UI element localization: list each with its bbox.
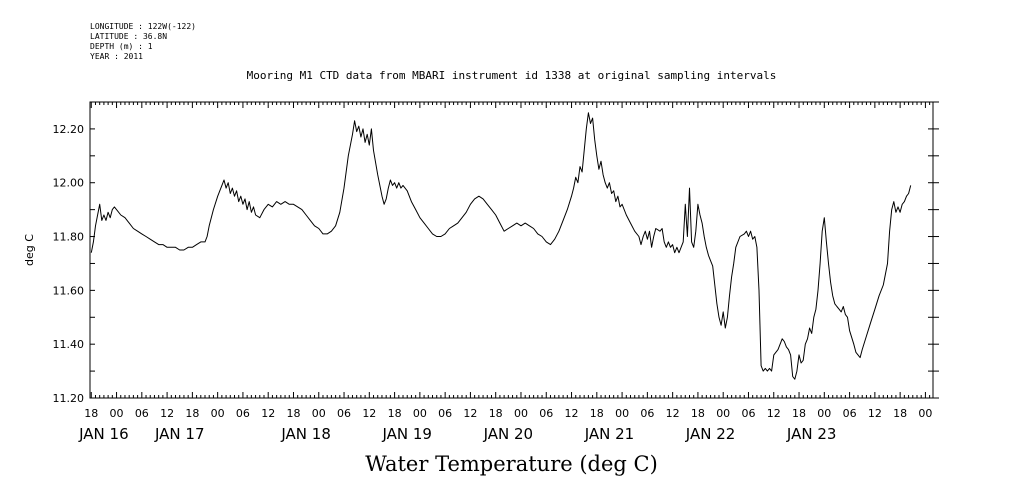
x-day-label: JAN 23 bbox=[786, 425, 837, 443]
x-day-label: JAN 20 bbox=[483, 425, 534, 443]
x-hour-label: 00 bbox=[413, 407, 427, 420]
x-hour-label: 18 bbox=[792, 407, 806, 420]
x-hour-label: 06 bbox=[640, 407, 654, 420]
x-hour-label: 06 bbox=[741, 407, 755, 420]
x-hour-label: 12 bbox=[362, 407, 376, 420]
x-hour-label: 00 bbox=[615, 407, 629, 420]
x-hour-label: 18 bbox=[84, 407, 98, 420]
x-hour-label: 00 bbox=[110, 407, 124, 420]
x-day-label: JAN 16 bbox=[78, 425, 129, 443]
x-hour-label: 00 bbox=[211, 407, 225, 420]
x-hour-label: 12 bbox=[666, 407, 680, 420]
x-hour-label: 18 bbox=[893, 407, 907, 420]
x-axis-label: Water Temperature (deg C) bbox=[365, 452, 658, 476]
plot-frame bbox=[89, 101, 934, 399]
x-hour-label: 18 bbox=[590, 407, 604, 420]
x-day-label: JAN 17 bbox=[154, 425, 205, 443]
x-hour-label: 18 bbox=[185, 407, 199, 420]
x-hour-label: 00 bbox=[817, 407, 831, 420]
axes-layer bbox=[89, 101, 939, 399]
x-hour-label: 06 bbox=[135, 407, 149, 420]
x-hour-label: 18 bbox=[388, 407, 402, 420]
x-hour-label: 06 bbox=[843, 407, 857, 420]
x-hour-label: 18 bbox=[286, 407, 300, 420]
x-hour-label: 06 bbox=[438, 407, 452, 420]
x-hour-label: 12 bbox=[463, 407, 477, 420]
y-tick-label: 11.20 bbox=[53, 392, 85, 405]
x-day-label: JAN 19 bbox=[381, 425, 432, 443]
y-axis-label: deg C bbox=[23, 234, 36, 266]
x-hour-label: 18 bbox=[489, 407, 503, 420]
chart-title: Mooring M1 CTD data from MBARI instrumen… bbox=[246, 69, 777, 82]
x-hour-label: 00 bbox=[514, 407, 528, 420]
x-hour-label: 18 bbox=[691, 407, 705, 420]
x-hour-label: 12 bbox=[565, 407, 579, 420]
series-layer bbox=[90, 112, 912, 380]
x-day-label: JAN 22 bbox=[685, 425, 736, 443]
x-hour-label: 06 bbox=[236, 407, 250, 420]
y-tick-label: 11.40 bbox=[53, 338, 85, 351]
meta-latitude: LATITUDE : 36.8N bbox=[90, 32, 168, 41]
x-hour-label: 12 bbox=[261, 407, 275, 420]
x-hour-label: 12 bbox=[868, 407, 882, 420]
meta-depth: DEPTH (m) : 1 bbox=[90, 42, 153, 51]
x-hour-label: 12 bbox=[767, 407, 781, 420]
x-day-label: JAN 18 bbox=[280, 425, 331, 443]
y-tick-label: 11.60 bbox=[53, 284, 85, 297]
y-tick-label: 12.20 bbox=[53, 123, 85, 136]
x-hour-label: 00 bbox=[312, 407, 326, 420]
meta-longitude: LONGITUDE : 122W(-122) bbox=[90, 22, 196, 31]
x-hour-label: 00 bbox=[918, 407, 932, 420]
label-layer: 11.20 11.40 11.60 11.80 12.00 12.20 deg C 18 00 0… bbox=[23, 123, 932, 443]
x-hour-label: 06 bbox=[337, 407, 351, 420]
x-day-label: JAN 21 bbox=[584, 425, 635, 443]
metadata-block: LONGITUDE : 122W(-122) LATITUDE : 36.8N … bbox=[90, 22, 196, 62]
meta-year: YEAR : 2011 bbox=[90, 52, 143, 61]
x-hour-label: 06 bbox=[539, 407, 553, 420]
series-line bbox=[90, 112, 912, 380]
y-tick-label: 12.00 bbox=[53, 177, 85, 190]
x-hour-label: 00 bbox=[716, 407, 730, 420]
x-hour-label: 12 bbox=[160, 407, 174, 420]
y-tick-label: 11.80 bbox=[53, 231, 85, 244]
